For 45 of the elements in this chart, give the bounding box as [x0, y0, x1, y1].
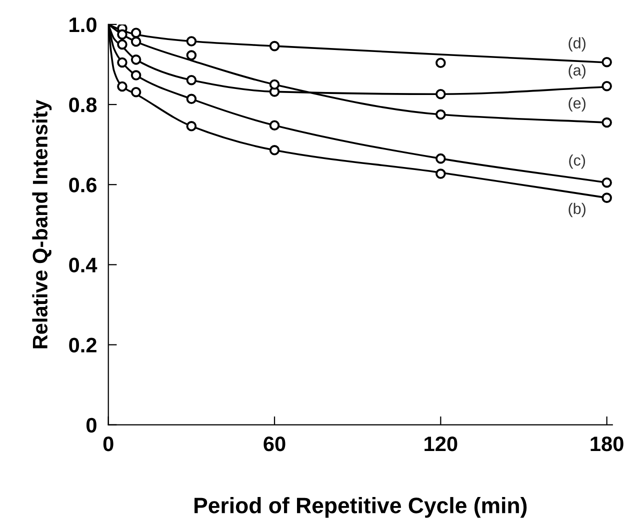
- point: [436, 88, 446, 100]
- point: [186, 121, 197, 132]
- y-tick-label: 0: [86, 418, 96, 433]
- point: [186, 94, 197, 104]
- point: [130, 70, 142, 80]
- y-tick-label: 0.8: [69, 98, 97, 112]
- y-tick-label: 0.4: [69, 258, 98, 272]
- point: [436, 109, 446, 120]
- point: [602, 117, 612, 128]
- point: [130, 54, 142, 65]
- annotation: (d): [568, 37, 586, 52]
- x-tick-label: 60: [264, 436, 286, 452]
- y-axis-title: Relative Q-band Intensity: [32, 100, 52, 348]
- point: [130, 36, 142, 47]
- point: [130, 86, 142, 98]
- point: [186, 36, 197, 46]
- y-tick-label: 0.2: [69, 338, 96, 353]
- annotation: (b): [568, 202, 586, 218]
- point: [602, 177, 612, 188]
- point: [436, 168, 446, 179]
- x-axis-title: Period of Repetitive Cycle (min): [194, 497, 527, 518]
- point: [186, 74, 197, 86]
- annotation: (c): [569, 154, 586, 169]
- point: [130, 28, 142, 38]
- point: [117, 39, 128, 50]
- point: [602, 192, 612, 203]
- y-tick-label: 0.6: [69, 178, 96, 192]
- point: [269, 79, 280, 90]
- point: [186, 50, 197, 60]
- annotation: (e): [568, 97, 586, 112]
- point: [436, 153, 446, 164]
- point: [117, 29, 128, 40]
- point: [602, 56, 612, 68]
- point: [117, 81, 128, 92]
- point: [269, 40, 280, 52]
- x-tick-label: 120: [424, 436, 458, 452]
- point: [602, 80, 612, 92]
- x-tick-label: 180: [590, 436, 624, 452]
- point: [117, 57, 128, 68]
- y-tick-label: 1.0: [70, 17, 96, 32]
- x-tick-label: 0: [103, 436, 114, 452]
- point: [269, 145, 280, 156]
- point: [269, 120, 280, 130]
- point: [436, 58, 446, 68]
- annotation: (a): [568, 64, 586, 79]
